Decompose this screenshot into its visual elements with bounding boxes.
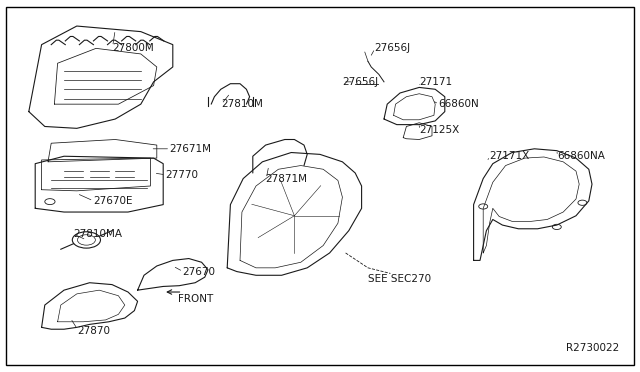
Text: 27770: 27770 bbox=[165, 170, 198, 180]
Text: 27171: 27171 bbox=[419, 77, 452, 87]
Text: 66860N: 66860N bbox=[438, 99, 479, 109]
Text: 27810MA: 27810MA bbox=[74, 230, 123, 239]
Text: 66860NA: 66860NA bbox=[557, 151, 605, 161]
Text: 27656J: 27656J bbox=[342, 77, 378, 87]
Text: 27670E: 27670E bbox=[93, 196, 132, 206]
Text: 27671M: 27671M bbox=[170, 144, 212, 154]
Text: 27171X: 27171X bbox=[490, 151, 530, 161]
Text: R2730022: R2730022 bbox=[566, 343, 620, 353]
Text: 27670: 27670 bbox=[182, 267, 216, 276]
Text: FRONT: FRONT bbox=[178, 295, 213, 304]
Text: 27656J: 27656J bbox=[374, 44, 410, 53]
Text: 27870: 27870 bbox=[77, 326, 110, 336]
Text: SEE SEC270: SEE SEC270 bbox=[368, 274, 431, 284]
Text: 27800M: 27800M bbox=[112, 44, 154, 53]
Text: 27810M: 27810M bbox=[221, 99, 262, 109]
Text: 27125X: 27125X bbox=[419, 125, 460, 135]
Text: 27871M: 27871M bbox=[266, 174, 308, 183]
